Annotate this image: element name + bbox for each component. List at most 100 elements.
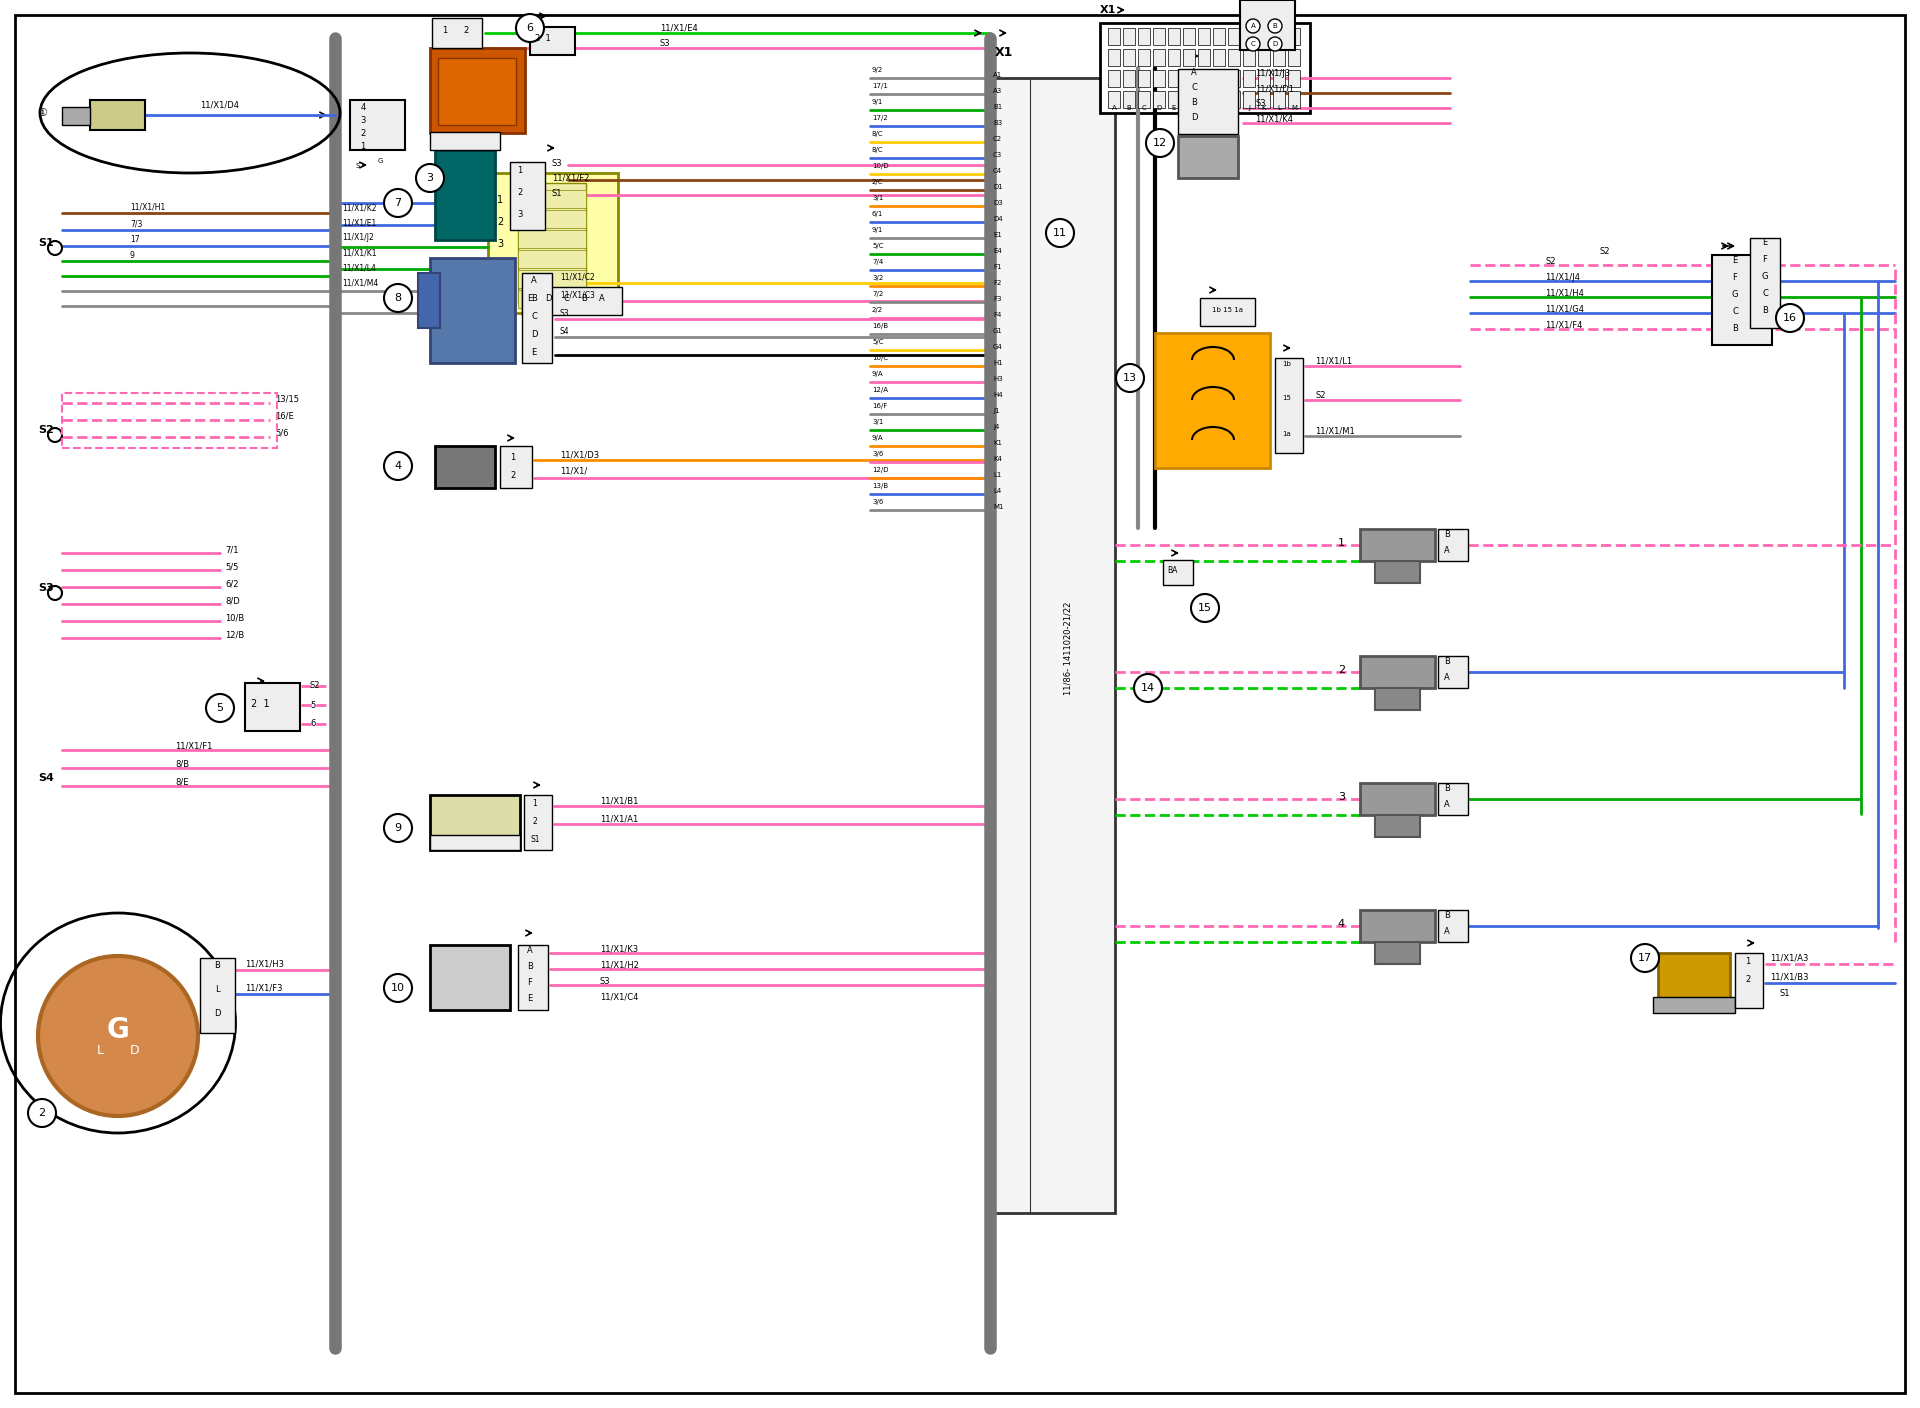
Text: D: D — [131, 1043, 140, 1056]
Text: H3: H3 — [993, 376, 1002, 382]
Bar — [1183, 92, 1194, 108]
Text: 3: 3 — [426, 173, 434, 183]
Text: S2: S2 — [38, 425, 54, 435]
Text: 11/X1/H3: 11/X1/H3 — [246, 959, 284, 969]
Circle shape — [1046, 220, 1073, 246]
Text: 11/X1/J3: 11/X1/J3 — [1256, 69, 1290, 79]
Bar — [1167, 92, 1181, 108]
Text: E1: E1 — [993, 232, 1002, 238]
Text: 16: 16 — [1784, 313, 1797, 322]
Bar — [436, 446, 495, 489]
Text: C: C — [532, 313, 538, 321]
Text: 11/X1/G4: 11/X1/G4 — [1546, 304, 1584, 314]
Text: 2/C: 2/C — [872, 179, 883, 184]
Text: C2: C2 — [993, 137, 1002, 142]
Text: 4: 4 — [361, 103, 365, 113]
Bar — [419, 273, 440, 328]
Text: H: H — [1217, 106, 1221, 111]
Text: 11/X1/D3: 11/X1/D3 — [561, 451, 599, 459]
Text: 9: 9 — [131, 251, 134, 259]
Text: 11/X1/H1: 11/X1/H1 — [131, 203, 165, 211]
Bar — [1288, 92, 1300, 108]
Bar — [1154, 49, 1165, 66]
Text: 11/X1/F1: 11/X1/F1 — [175, 742, 213, 750]
Text: 7: 7 — [394, 199, 401, 208]
Text: 1a: 1a — [1283, 431, 1292, 436]
Bar — [1258, 28, 1269, 45]
Text: 7/1: 7/1 — [225, 545, 238, 555]
Bar — [1213, 92, 1225, 108]
Text: 1: 1 — [511, 453, 516, 462]
Text: G: G — [378, 158, 382, 163]
Text: D4: D4 — [993, 215, 1002, 222]
Text: F2: F2 — [993, 280, 1002, 286]
Text: S1: S1 — [530, 835, 540, 843]
Bar — [1359, 910, 1434, 942]
Text: A: A — [1444, 926, 1450, 936]
Text: 3: 3 — [497, 239, 503, 249]
Text: J4: J4 — [993, 424, 1000, 429]
Text: 11/X1/M1: 11/X1/M1 — [1315, 427, 1356, 435]
Bar — [518, 183, 586, 303]
Bar — [1123, 92, 1135, 108]
Bar — [1167, 28, 1181, 45]
Text: 3/1: 3/1 — [872, 194, 883, 201]
Text: 11: 11 — [1052, 228, 1068, 238]
Text: S4: S4 — [561, 327, 570, 335]
Text: 11/X1/F3: 11/X1/F3 — [246, 984, 282, 993]
Text: G: G — [1202, 106, 1206, 111]
Text: 2: 2 — [532, 817, 538, 826]
Text: G4: G4 — [993, 344, 1002, 351]
Text: 1b: 1b — [1283, 360, 1292, 367]
Text: 11/X1/D1: 11/X1/D1 — [1256, 84, 1294, 93]
Text: 11/X1/A1: 11/X1/A1 — [599, 814, 637, 824]
Text: M1: M1 — [993, 504, 1004, 510]
Bar — [1240, 0, 1294, 51]
Text: B: B — [528, 962, 534, 972]
Text: B1: B1 — [993, 104, 1002, 110]
Bar — [1359, 656, 1434, 689]
Bar — [1139, 92, 1150, 108]
Text: 17/2: 17/2 — [872, 115, 887, 121]
Text: ①: ① — [36, 108, 46, 118]
Bar — [61, 107, 90, 125]
Text: 10/B: 10/B — [225, 614, 244, 622]
Text: 3/6: 3/6 — [872, 451, 883, 458]
Text: 7/2: 7/2 — [872, 291, 883, 297]
Circle shape — [1146, 130, 1173, 158]
Text: 13/B: 13/B — [872, 483, 889, 489]
Text: 14: 14 — [1140, 683, 1156, 693]
Text: 12/B: 12/B — [225, 631, 244, 639]
Bar — [1198, 28, 1210, 45]
Bar — [1123, 49, 1135, 66]
Text: 8/E: 8/E — [175, 777, 188, 787]
Text: F: F — [528, 979, 532, 987]
Bar — [1213, 70, 1225, 87]
Text: 11/X1/: 11/X1/ — [561, 466, 588, 476]
Text: 9/2: 9/2 — [872, 68, 883, 73]
Text: E: E — [528, 294, 532, 303]
Text: BA: BA — [1167, 566, 1177, 574]
Text: L: L — [1277, 106, 1281, 111]
Text: 2: 2 — [497, 217, 503, 227]
Text: J: J — [1248, 106, 1250, 111]
Text: E: E — [528, 994, 532, 1002]
Text: 8/B: 8/B — [175, 759, 190, 769]
Text: 11/X1/L4: 11/X1/L4 — [342, 263, 376, 273]
Bar — [1659, 953, 1730, 1008]
Bar — [1123, 28, 1135, 45]
Text: D: D — [1156, 106, 1162, 111]
Bar — [1164, 560, 1192, 584]
Circle shape — [1267, 37, 1283, 51]
Text: G1: G1 — [993, 328, 1002, 334]
Bar — [200, 957, 234, 1033]
Text: 6/1: 6/1 — [872, 211, 883, 217]
Bar — [1258, 70, 1269, 87]
Text: 10/D: 10/D — [872, 163, 889, 169]
Text: 11/86- 1411020-21/22: 11/86- 1411020-21/22 — [1064, 601, 1073, 694]
Text: D3: D3 — [993, 200, 1002, 206]
Text: B: B — [1444, 911, 1450, 919]
Bar — [1242, 70, 1256, 87]
Text: 5/6: 5/6 — [275, 428, 288, 438]
Text: S2: S2 — [1546, 256, 1555, 266]
